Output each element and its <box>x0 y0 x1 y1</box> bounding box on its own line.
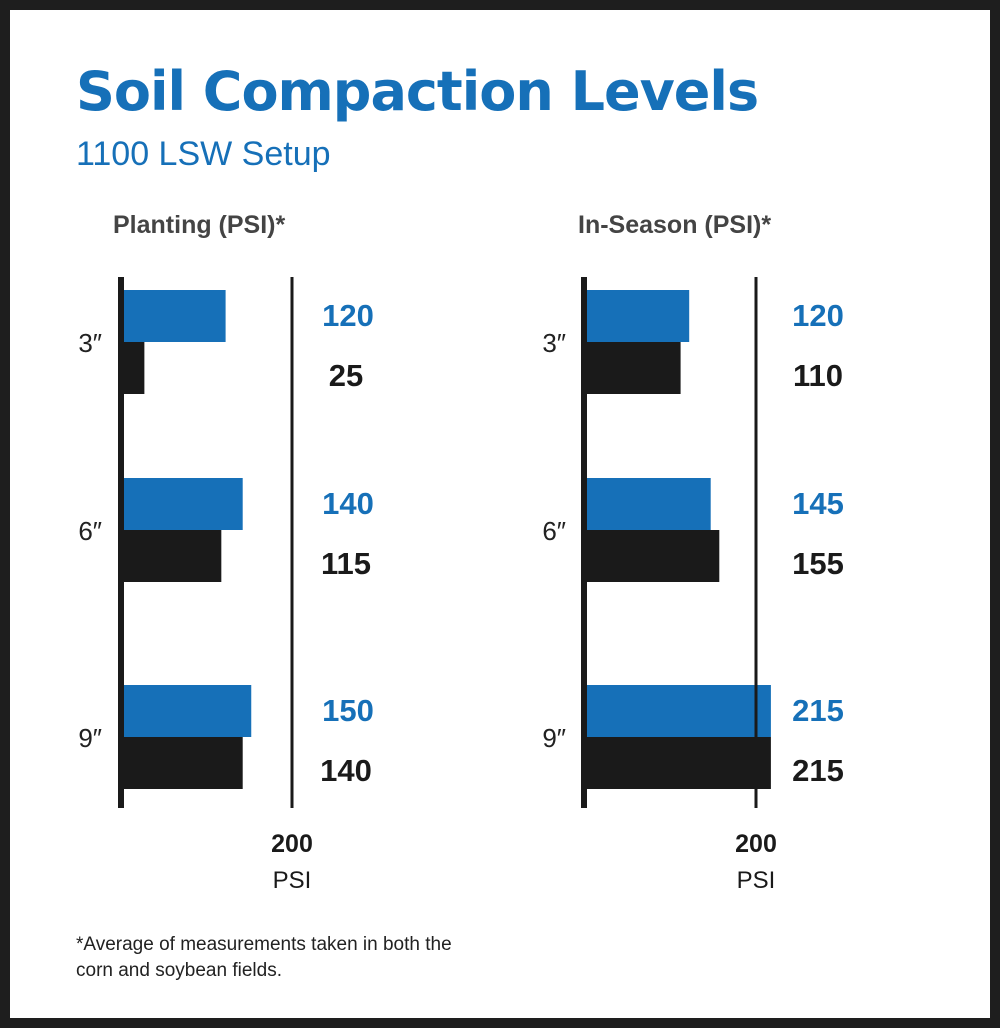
unit-label: PSI <box>737 867 776 894</box>
bar-series1 <box>586 290 690 342</box>
bar-series2 <box>586 342 681 394</box>
bar-series2 <box>586 530 720 582</box>
bar-series2 <box>123 342 145 394</box>
chart-canvas: Planting (PSI)* 3″ 120 25 6″ 140 115 9″ 150 140 20… <box>78 211 844 894</box>
panel-heading: In-Season (PSI)* <box>578 211 771 239</box>
category-label: 3″ <box>78 328 102 358</box>
category-label: 6″ <box>542 516 566 546</box>
unit-label: PSI <box>273 867 312 894</box>
bar-series2 <box>586 737 771 789</box>
value-label-series1: 120 <box>792 298 844 333</box>
value-label-series1: 150 <box>322 693 374 728</box>
bar-series1 <box>586 478 711 530</box>
category-label: 6″ <box>78 516 102 546</box>
value-label-series2: 215 <box>792 753 844 788</box>
value-label-series2: 115 <box>321 546 371 581</box>
bar-series1 <box>586 685 771 737</box>
category-label: 3″ <box>542 328 566 358</box>
bar-series2 <box>123 737 243 789</box>
value-label-series1: 120 <box>322 298 374 333</box>
category-label: 9″ <box>78 723 102 753</box>
footnote: *Average of measurements taken in both t… <box>76 934 452 981</box>
value-label-series1: 145 <box>792 486 844 521</box>
panel-heading: Planting (PSI)* <box>113 211 286 239</box>
bar-series1 <box>123 290 226 342</box>
category-label: 9″ <box>542 723 566 753</box>
bar-series1 <box>123 478 243 530</box>
reference-tick-label: 200 <box>735 830 777 858</box>
value-label-series2: 155 <box>792 546 844 581</box>
value-label-series1: 140 <box>322 486 374 521</box>
value-label-series1: 215 <box>792 693 844 728</box>
reference-tick-label: 200 <box>271 830 313 858</box>
page-subtitle: 1100 LSW Setup <box>76 135 331 173</box>
value-label-series2: 140 <box>320 753 372 788</box>
page-title: Soil Compaction Levels <box>76 60 759 123</box>
value-label-series2: 25 <box>329 358 363 393</box>
value-label-series2: 110 <box>793 358 843 393</box>
bar-series2 <box>123 530 222 582</box>
bar-series1 <box>123 685 252 737</box>
